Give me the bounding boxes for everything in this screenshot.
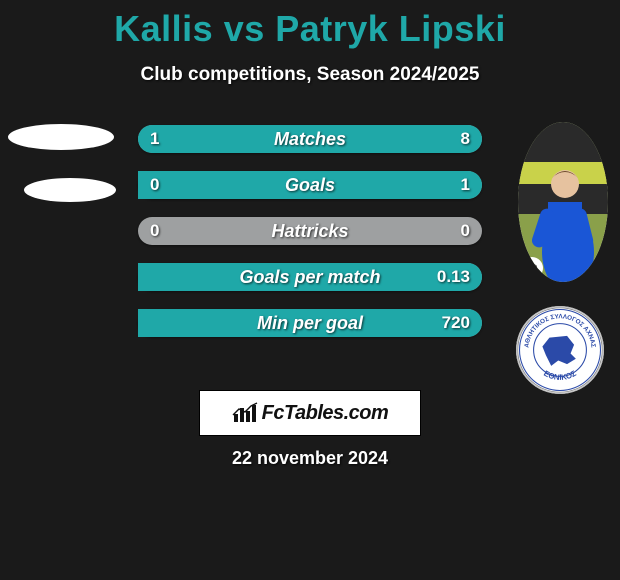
fctables-watermark: FcTables.com [199, 390, 421, 436]
stat-row: 00Hattricks [138, 217, 482, 245]
player-left-placeholder-2 [24, 178, 116, 202]
stat-label: Hattricks [138, 217, 482, 245]
bar-chart-icon [232, 402, 258, 424]
date-label: 22 november 2024 [0, 448, 620, 469]
stat-label: Goals [138, 171, 482, 199]
club-badge-svg: ΑΘΛΗΤΙΚΟΣ ΣΥΛΛΟΓΟΣ ΑΧΝΑΣ ΕΘΝΙΚΟΣ [516, 306, 604, 394]
stat-row: 720Min per goal [138, 309, 482, 337]
comparison-card: Kallis vs Patryk Lipski Club competition… [0, 0, 620, 580]
club-badge: ΑΘΛΗΤΙΚΟΣ ΣΥΛΛΟΓΟΣ ΑΧΝΑΣ ΕΘΝΙΚΟΣ [516, 306, 604, 394]
stats-list: 18Matches 01Goals 00Hattricks 0.13Goals per… [138, 125, 482, 355]
stat-label: Goals per match [138, 263, 482, 291]
stat-row: 18Matches [138, 125, 482, 153]
fctables-label: FcTables.com [262, 402, 389, 425]
page-title: Kallis vs Patryk Lipski [0, 0, 620, 50]
subtitle: Club competitions, Season 2024/2025 [0, 64, 620, 86]
player-right-photo [518, 122, 608, 282]
stat-row: 0.13Goals per match [138, 263, 482, 291]
stat-label: Min per goal [138, 309, 482, 337]
stat-row: 01Goals [138, 171, 482, 199]
player-photo-svg [518, 122, 608, 282]
stat-label: Matches [138, 125, 482, 153]
player-left-placeholder-1 [8, 124, 114, 150]
